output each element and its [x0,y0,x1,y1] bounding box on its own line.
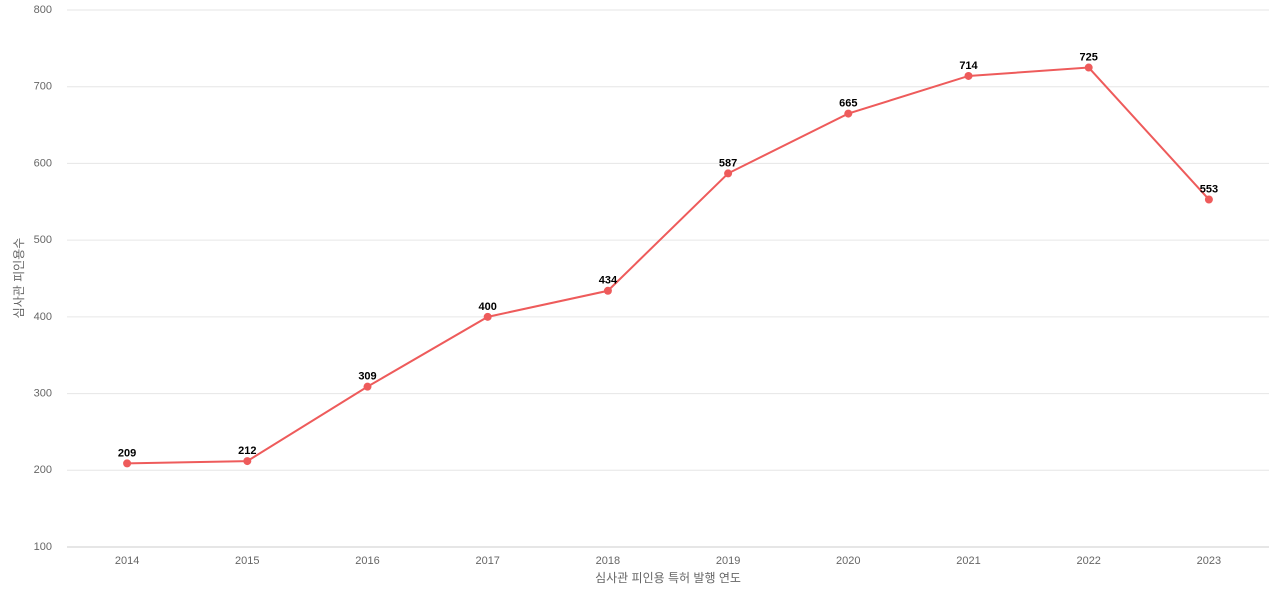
x-axis-title: 심사관 피인용 특허 발행 연도 [595,570,741,585]
x-tick-label: 2020 [836,555,860,567]
value-label: 714 [959,60,978,72]
y-tick-label: 100 [34,541,52,553]
data-point [844,109,853,118]
data-point [1204,195,1213,204]
data-point [363,382,372,391]
value-label: 209 [118,447,136,459]
data-point [123,459,132,468]
data-point [964,71,973,80]
value-label: 553 [1200,183,1218,195]
y-tick-label: 800 [34,4,52,16]
value-label: 434 [599,275,618,287]
y-axis-title: 심사관 피인용수 [12,238,26,319]
x-tick-label: 2022 [1076,555,1100,567]
value-label: 400 [479,301,497,313]
value-label: 309 [358,371,376,383]
data-point [483,312,492,321]
y-tick-label: 700 [34,81,52,93]
y-tick-label: 600 [34,157,52,169]
x-tick-label: 2014 [115,555,139,567]
value-label: 665 [839,97,857,109]
value-label: 212 [238,445,256,457]
x-tick-label: 2023 [1197,555,1221,567]
x-tick-label: 2018 [596,555,620,567]
x-tick-label: 2017 [475,555,499,567]
data-point [243,457,252,466]
x-tick-label: 2019 [716,555,740,567]
x-tick-label: 2016 [355,555,379,567]
y-tick-label: 200 [34,464,52,476]
value-label: 587 [719,157,737,169]
y-tick-label: 500 [34,234,52,246]
x-tick-label: 2021 [956,555,980,567]
data-point [1084,63,1093,72]
data-point [724,169,733,178]
y-tick-label: 400 [34,311,52,323]
x-tick-label: 2015 [235,555,259,567]
data-line [127,66,1210,465]
y-tick-label: 300 [34,387,52,399]
value-label: 725 [1080,51,1098,63]
data-point [603,286,612,295]
